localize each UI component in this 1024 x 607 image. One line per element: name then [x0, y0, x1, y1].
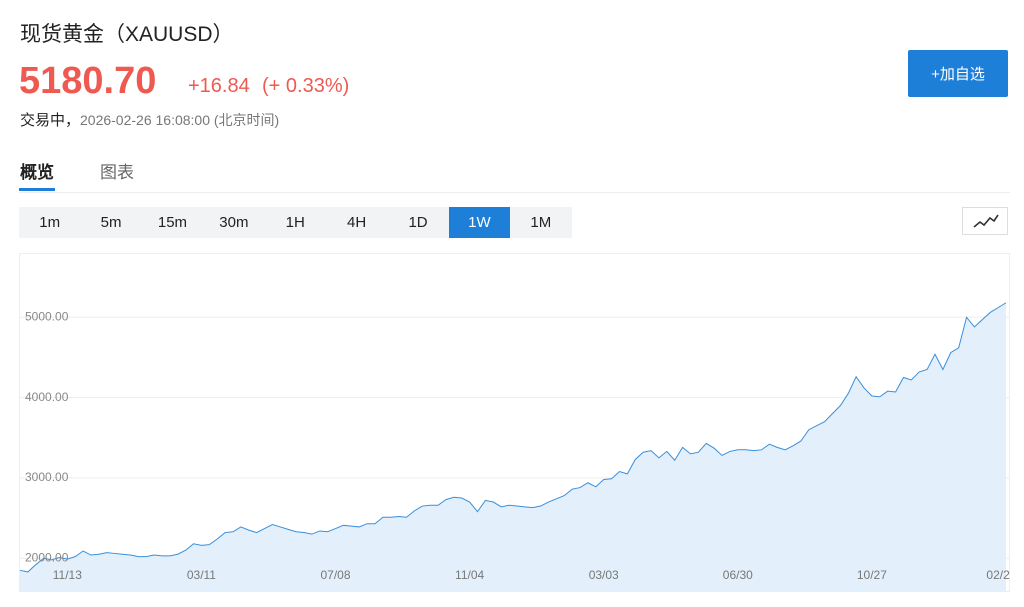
interval-button[interactable]: 1W [448, 207, 511, 238]
chart-type-button[interactable] [962, 207, 1008, 235]
y-tick-label: 4000.00 [25, 390, 69, 404]
divider [19, 192, 1010, 193]
chart: 2000.00 3000.00 4000.00 5000.00 11/13 03/11 07… [19, 253, 1010, 592]
interval-button[interactable]: 1M [530, 214, 552, 231]
add-watchlist-button[interactable]: +加自选 [908, 50, 1008, 97]
title: 现货黄金（XAUUSD） [20, 23, 234, 46]
tab[interactable]: 图表 [100, 163, 134, 182]
interval-button[interactable]: 1H [285, 214, 305, 231]
change-percent: (+ 0.33%) [262, 75, 350, 97]
timestamp: 2026-02-26 16:08:00 (北京时间) [80, 112, 280, 128]
x-tick-label: 07/08 [321, 568, 351, 582]
tab[interactable]: 概览 [20, 163, 54, 182]
interval-button[interactable]: 4H [347, 214, 367, 231]
interval-button[interactable]: 1D [408, 214, 428, 231]
x-tick-label: 10/27 [857, 568, 887, 582]
line [19, 302, 1007, 573]
interval-button[interactable]: 5m [100, 214, 122, 231]
chart-type-icon [973, 214, 999, 228]
tab-indicator [19, 188, 55, 191]
x-tick-label: 11/04 [455, 568, 484, 582]
x-tick-label: 11/13 [53, 568, 82, 582]
area [20, 302, 1006, 592]
interval-button[interactable]: 1m [39, 214, 61, 231]
y-tick-label: 2000.00 [25, 550, 69, 564]
status: 交易中， [20, 112, 81, 129]
interval-bar: 1m 5m 15m 30m 1H 4H 1D 1W 1M [19, 207, 572, 238]
x-tick-label: 06/30 [723, 568, 753, 582]
y-tick-label: 5000.00 [25, 309, 69, 323]
y-tick-label: 3000.00 [25, 470, 69, 484]
interval-button[interactable]: 15m [157, 214, 188, 231]
x-tick-label: 02/2 [986, 568, 1010, 582]
interval-button[interactable]: 30m [219, 214, 249, 231]
price: 5180.70 [19, 60, 157, 102]
x-tick-label: 03/11 [187, 568, 216, 582]
change: +16.84 [188, 75, 250, 97]
x-tick-label: 03/03 [589, 568, 619, 582]
